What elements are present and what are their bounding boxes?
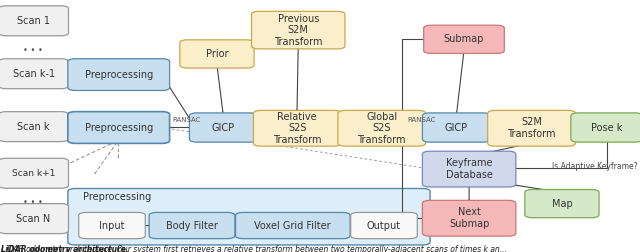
Text: Scan k: Scan k bbox=[17, 122, 50, 132]
Text: Scan k+1: Scan k+1 bbox=[12, 169, 55, 178]
FancyBboxPatch shape bbox=[0, 158, 68, 188]
Text: Output: Output bbox=[367, 220, 401, 231]
Text: • • •: • • • bbox=[23, 198, 44, 207]
Text: Body Filter: Body Filter bbox=[166, 220, 218, 231]
FancyBboxPatch shape bbox=[525, 190, 599, 218]
Text: Keyframe
Database: Keyframe Database bbox=[445, 158, 493, 180]
Text: RANSAC: RANSAC bbox=[172, 117, 200, 123]
Text: Relative
S2S
Transform: Relative S2S Transform bbox=[273, 112, 321, 145]
Text: Global
S2S
Transform: Global S2S Transform bbox=[358, 112, 406, 145]
FancyBboxPatch shape bbox=[422, 200, 516, 236]
Text: LiDAR odometry architecture. Our system first retrieves a relative transform bet: LiDAR odometry architecture. Our system … bbox=[1, 245, 507, 252]
FancyBboxPatch shape bbox=[79, 212, 145, 239]
FancyBboxPatch shape bbox=[236, 212, 350, 239]
Text: Is Adaptive Keyframe?: Is Adaptive Keyframe? bbox=[552, 162, 638, 171]
FancyBboxPatch shape bbox=[68, 188, 430, 245]
Text: Pose k: Pose k bbox=[591, 122, 623, 133]
Text: Voxel Grid Filter: Voxel Grid Filter bbox=[255, 220, 331, 231]
Text: Scan k-1: Scan k-1 bbox=[13, 69, 54, 79]
FancyBboxPatch shape bbox=[253, 110, 341, 146]
Text: GICP: GICP bbox=[212, 122, 235, 133]
FancyBboxPatch shape bbox=[422, 151, 516, 187]
Text: RANSAC: RANSAC bbox=[407, 117, 435, 123]
FancyBboxPatch shape bbox=[424, 25, 504, 53]
FancyBboxPatch shape bbox=[180, 40, 254, 68]
FancyBboxPatch shape bbox=[0, 204, 68, 234]
Text: Previous
S2M
Transform: Previous S2M Transform bbox=[274, 14, 323, 47]
FancyBboxPatch shape bbox=[0, 6, 68, 36]
Text: Input: Input bbox=[99, 220, 125, 231]
FancyBboxPatch shape bbox=[68, 112, 170, 143]
Text: Preprocessing: Preprocessing bbox=[84, 70, 153, 80]
Text: Scan N: Scan N bbox=[17, 214, 51, 224]
Text: Preprocessing: Preprocessing bbox=[83, 192, 152, 202]
FancyBboxPatch shape bbox=[571, 113, 640, 142]
FancyBboxPatch shape bbox=[338, 110, 426, 146]
FancyBboxPatch shape bbox=[252, 11, 345, 49]
Text: Prior: Prior bbox=[205, 49, 228, 59]
FancyBboxPatch shape bbox=[488, 110, 575, 146]
FancyBboxPatch shape bbox=[68, 59, 170, 90]
Text: LiDAR odometry architecture.: LiDAR odometry architecture. bbox=[1, 245, 129, 252]
Text: Submap: Submap bbox=[444, 34, 484, 44]
Text: Scan 1: Scan 1 bbox=[17, 16, 50, 26]
FancyBboxPatch shape bbox=[351, 212, 417, 239]
Text: Map: Map bbox=[552, 199, 572, 209]
Text: S2M
Transform: S2M Transform bbox=[508, 117, 556, 139]
FancyBboxPatch shape bbox=[422, 113, 490, 142]
FancyBboxPatch shape bbox=[189, 113, 257, 142]
Text: Preprocessing: Preprocessing bbox=[84, 122, 153, 133]
FancyBboxPatch shape bbox=[149, 212, 235, 239]
Text: GICP: GICP bbox=[445, 122, 468, 133]
FancyBboxPatch shape bbox=[0, 112, 68, 142]
Text: • • •: • • • bbox=[23, 46, 44, 55]
FancyBboxPatch shape bbox=[0, 59, 68, 89]
Text: Next
Submap: Next Submap bbox=[449, 207, 490, 229]
